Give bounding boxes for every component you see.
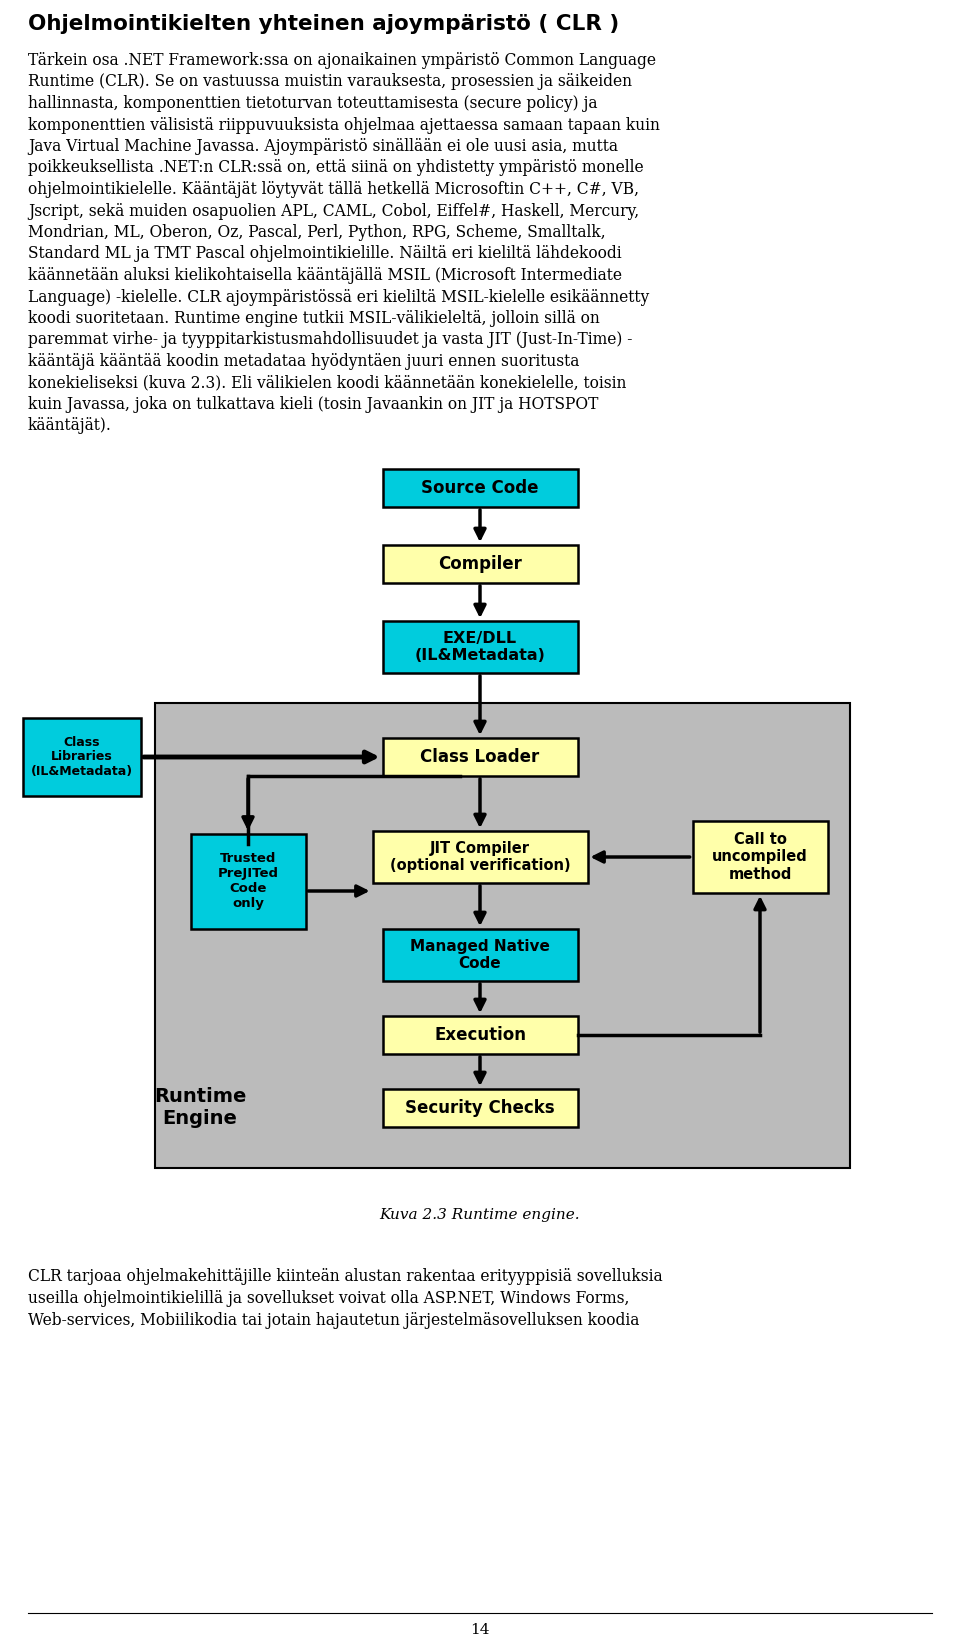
Text: hallinnasta, komponenttien tietoturvan toteuttamisesta (secure policy) ja: hallinnasta, komponenttien tietoturvan t… bbox=[28, 95, 597, 112]
Text: useilla ohjelmointikielillä ja sovellukset voivat olla ASP.NET, Windows Forms,: useilla ohjelmointikielillä ja sovelluks… bbox=[28, 1290, 630, 1306]
Text: Security Checks: Security Checks bbox=[405, 1099, 555, 1118]
Text: Language) -kielelle. CLR ajoympäristössä eri kieliltä MSIL-kielelle esikäännetty: Language) -kielelle. CLR ajoympäristössä… bbox=[28, 289, 649, 305]
Text: EXE/DLL
(IL&Metadata): EXE/DLL (IL&Metadata) bbox=[415, 630, 545, 663]
Text: Compiler: Compiler bbox=[438, 555, 522, 573]
Text: Mondrian, ML, Oberon, Oz, Pascal, Perl, Python, RPG, Scheme, Smalltalk,: Mondrian, ML, Oberon, Oz, Pascal, Perl, … bbox=[28, 225, 606, 241]
Bar bbox=[190, 834, 305, 929]
Text: JIT Compiler
(optional verification): JIT Compiler (optional verification) bbox=[390, 840, 570, 873]
Text: Standard ML ja TMT Pascal ohjelmointikielille. Näiltä eri kieliltä lähdekoodi: Standard ML ja TMT Pascal ohjelmointikie… bbox=[28, 246, 622, 263]
Bar bbox=[382, 545, 578, 583]
Text: 14: 14 bbox=[470, 1623, 490, 1638]
Text: kääntäjä kääntää koodin metadataa hyödyntäen juuri ennen suoritusta: kääntäjä kääntää koodin metadataa hyödyn… bbox=[28, 353, 580, 369]
Bar bbox=[382, 469, 578, 507]
Text: Tärkein osa .NET Framework:ssa on ajonaikainen ympäristö Common Language: Tärkein osa .NET Framework:ssa on ajonai… bbox=[28, 53, 656, 69]
Text: koodi suoritetaan. Runtime engine tutkii MSIL-välikieleltä, jolloin sillä on: koodi suoritetaan. Runtime engine tutkii… bbox=[28, 310, 600, 327]
Text: paremmat virhe- ja tyyppitarkistusmahdollisuudet ja vasta JIT (Just-In-Time) -: paremmat virhe- ja tyyppitarkistusmahdol… bbox=[28, 331, 633, 348]
Text: Jscript, sekä muiden osapuolien APL, CAML, Cobol, Eiffel#, Haskell, Mercury,: Jscript, sekä muiden osapuolien APL, CAM… bbox=[28, 202, 639, 220]
Text: komponenttien välisistä riippuvuuksista ohjelmaa ajettaessa samaan tapaan kuin: komponenttien välisistä riippuvuuksista … bbox=[28, 117, 660, 133]
Bar bbox=[382, 620, 578, 673]
Text: Managed Native
Code: Managed Native Code bbox=[410, 939, 550, 971]
Bar bbox=[692, 820, 828, 893]
Bar bbox=[155, 702, 850, 1168]
Text: Class Loader: Class Loader bbox=[420, 748, 540, 766]
Bar bbox=[382, 1016, 578, 1054]
Text: Kuva 2.3 Runtime engine.: Kuva 2.3 Runtime engine. bbox=[380, 1208, 580, 1223]
Text: Class
Libraries
(IL&Metadata): Class Libraries (IL&Metadata) bbox=[31, 735, 133, 778]
Text: kääntäjät).: kääntäjät). bbox=[28, 417, 112, 435]
Text: Execution: Execution bbox=[434, 1026, 526, 1044]
Text: Trusted
PreJITed
Code
only: Trusted PreJITed Code only bbox=[218, 852, 278, 911]
Text: Runtime (CLR). Se on vastuussa muistin varauksesta, prosessien ja säikeiden: Runtime (CLR). Se on vastuussa muistin v… bbox=[28, 74, 632, 90]
Text: käännetään aluksi kielikohtaisella kääntäjällä MSIL (Microsoft Intermediate: käännetään aluksi kielikohtaisella käänt… bbox=[28, 267, 622, 284]
Text: Java Virtual Machine Javassa. Ajoympäristö sinällään ei ole uusi asia, mutta: Java Virtual Machine Javassa. Ajoympäris… bbox=[28, 138, 618, 154]
Bar bbox=[382, 929, 578, 981]
Text: Source Code: Source Code bbox=[421, 479, 539, 497]
Text: CLR tarjoaa ohjelmakehittäjille kiinteän alustan rakentaa erityyppisiä sovelluks: CLR tarjoaa ohjelmakehittäjille kiinteän… bbox=[28, 1268, 662, 1285]
Text: Call to
uncompiled
method: Call to uncompiled method bbox=[712, 832, 808, 881]
Text: Web-services, Mobiilikodia tai jotain hajautetun järjestelmäsovelluksen koodia: Web-services, Mobiilikodia tai jotain ha… bbox=[28, 1313, 639, 1329]
Bar bbox=[382, 738, 578, 776]
Bar bbox=[372, 830, 588, 883]
Bar bbox=[23, 719, 141, 796]
Text: Runtime
Engine: Runtime Engine bbox=[154, 1088, 246, 1129]
Text: ohjelmointikielelle. Kääntäjät löytyvät tällä hetkellä Microsoftin C++, C#, VB,: ohjelmointikielelle. Kääntäjät löytyvät … bbox=[28, 181, 639, 199]
Text: poikkeuksellista .NET:n CLR:ssä on, että siinä on yhdistetty ympäristö monelle: poikkeuksellista .NET:n CLR:ssä on, että… bbox=[28, 159, 643, 177]
Text: Ohjelmointikielten yhteinen ajoympäristö ( CLR ): Ohjelmointikielten yhteinen ajoympäristö… bbox=[28, 15, 619, 34]
Bar bbox=[382, 1090, 578, 1127]
Text: konekieliseksi (kuva 2.3). Eli välikielen koodi käännetään konekielelle, toisin: konekieliseksi (kuva 2.3). Eli välikiele… bbox=[28, 374, 626, 392]
Text: kuin Javassa, joka on tulkattava kieli (tosin Javaankin on JIT ja HOTSPOT: kuin Javassa, joka on tulkattava kieli (… bbox=[28, 395, 598, 414]
